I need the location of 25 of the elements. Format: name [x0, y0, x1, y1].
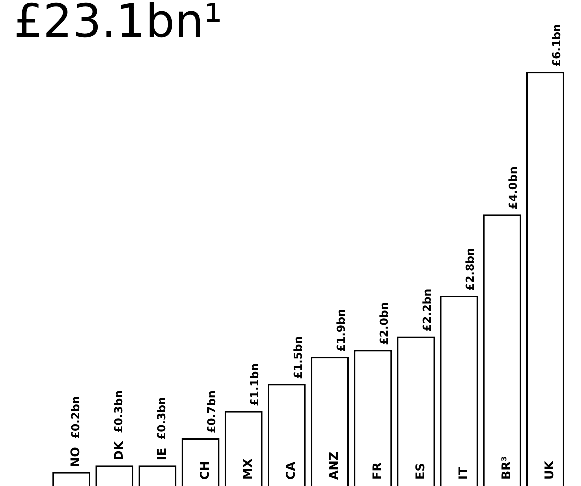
x-tick-label: IE: [154, 448, 169, 461]
x-tick-label: CA: [284, 461, 298, 480]
x-tick-label: NO: [68, 447, 83, 468]
data-label: £2.8bn: [464, 248, 478, 291]
x-tick-label: FR: [370, 462, 384, 480]
x-tick-label: IT: [456, 466, 470, 480]
data-label: £4.0bn: [507, 166, 520, 210]
data-label: £0.7bn: [206, 390, 219, 434]
data-label: £0.3bn: [156, 397, 169, 440]
data-label: £1.1bn: [248, 364, 262, 406]
x-tick-label: CH: [198, 461, 212, 480]
data-label: £1.9bn: [334, 309, 348, 352]
x-tick-label: DK: [112, 440, 126, 461]
data-label: £2.0bn: [378, 302, 391, 346]
data-label: £6.1bn: [550, 24, 564, 68]
data-label: £0.3bn: [112, 390, 126, 434]
data-label: £0.2bn: [69, 396, 82, 440]
data-label: £1.5bn: [292, 336, 305, 380]
x-tick-label: UK: [542, 460, 557, 480]
x-tick-label: ES: [413, 463, 428, 480]
x-tick-label: BR³: [500, 456, 514, 480]
x-tick-label: MX: [241, 458, 255, 480]
data-label: £2.2bn: [421, 288, 434, 332]
chart-title: £23.1bn¹: [14, 0, 222, 48]
x-tick-label: ANZ: [327, 452, 342, 480]
